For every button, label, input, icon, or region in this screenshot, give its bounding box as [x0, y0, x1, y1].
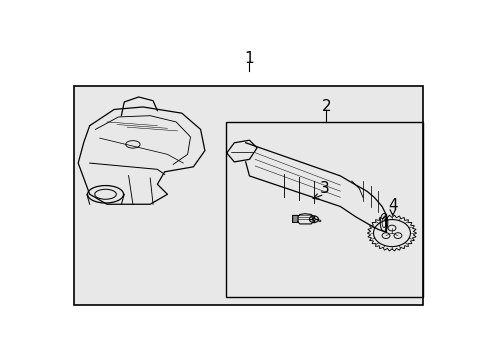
- Text: 3: 3: [319, 181, 329, 196]
- Bar: [225, 122, 422, 297]
- Text: 4: 4: [387, 198, 397, 213]
- Bar: [74, 86, 422, 305]
- Text: 1: 1: [244, 51, 253, 66]
- Bar: [225, 122, 422, 297]
- Text: 2: 2: [321, 99, 330, 114]
- Bar: [74, 86, 422, 305]
